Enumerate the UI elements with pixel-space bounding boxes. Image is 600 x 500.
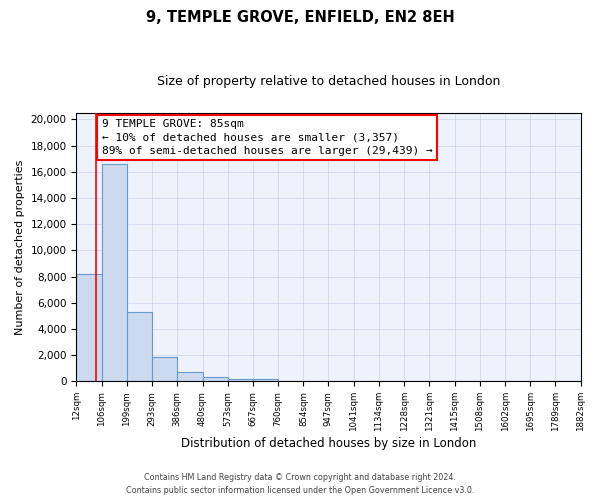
Bar xyxy=(177,372,203,382)
Text: Contains HM Land Registry data © Crown copyright and database right 2024.
Contai: Contains HM Land Registry data © Crown c… xyxy=(126,474,474,495)
Bar xyxy=(253,378,278,382)
X-axis label: Distribution of detached houses by size in London: Distribution of detached houses by size … xyxy=(181,437,476,450)
Y-axis label: Number of detached properties: Number of detached properties xyxy=(15,160,25,335)
Text: 9, TEMPLE GROVE, ENFIELD, EN2 8EH: 9, TEMPLE GROVE, ENFIELD, EN2 8EH xyxy=(146,10,454,25)
Bar xyxy=(127,312,152,382)
Title: Size of property relative to detached houses in London: Size of property relative to detached ho… xyxy=(157,75,500,88)
Bar xyxy=(152,357,177,382)
Bar xyxy=(102,164,127,382)
Bar xyxy=(203,378,227,382)
Bar xyxy=(76,274,102,382)
Bar xyxy=(227,378,253,382)
Text: 9 TEMPLE GROVE: 85sqm
← 10% of detached houses are smaller (3,357)
89% of semi-d: 9 TEMPLE GROVE: 85sqm ← 10% of detached … xyxy=(102,120,433,156)
